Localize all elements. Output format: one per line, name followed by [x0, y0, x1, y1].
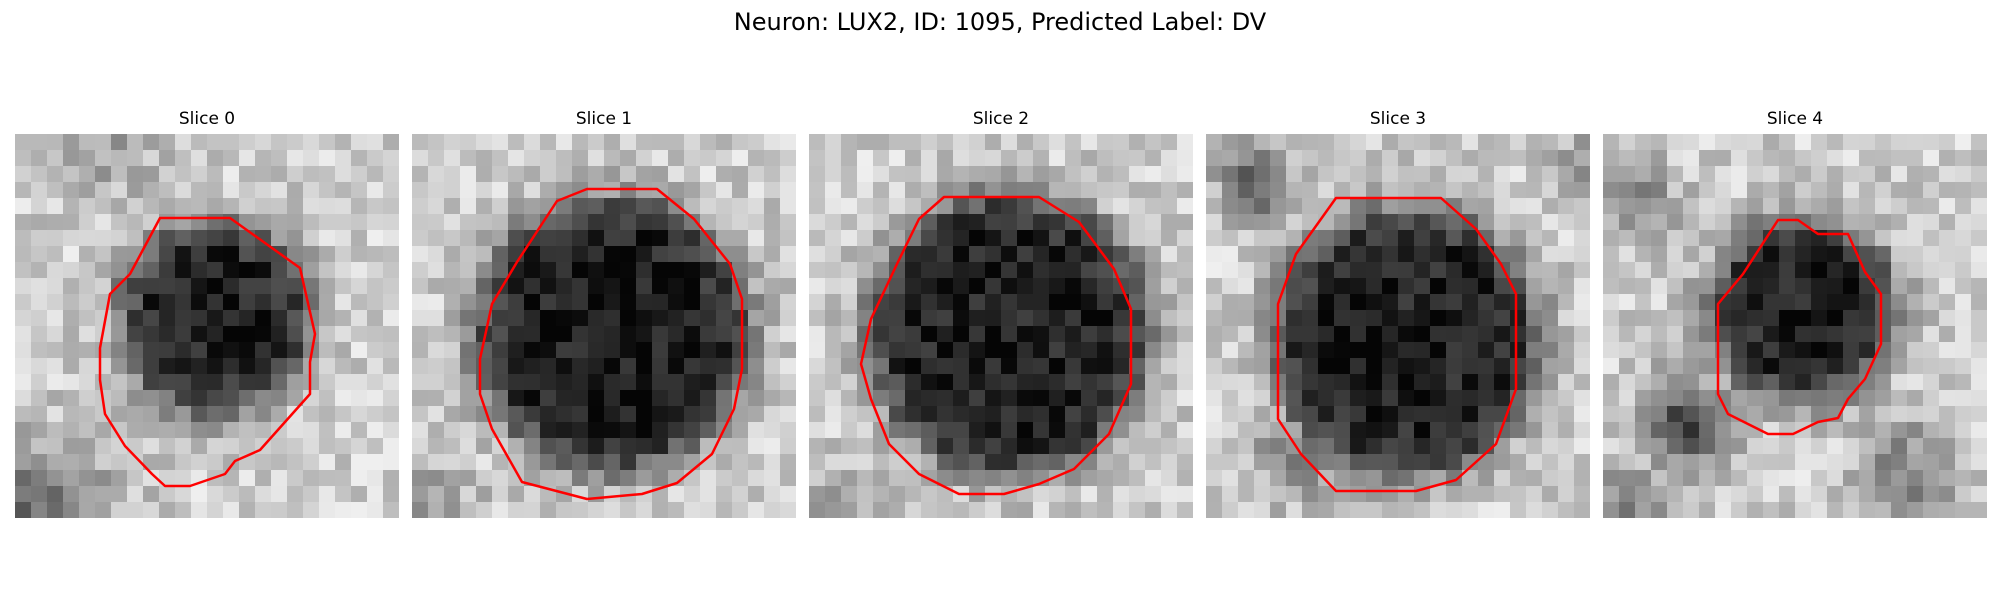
- slice-title-4: Slice 4: [1766, 109, 1824, 129]
- figure-title: Neuron: LUX2, ID: 1095, Predicted Label:…: [733, 8, 1267, 36]
- slice-panel-3: Slice 3: [1206, 108, 1590, 520]
- slice-pixels-2: [809, 134, 1193, 518]
- slice-image-4: [1603, 134, 1987, 518]
- slice-title-2: Slice 2: [972, 109, 1030, 129]
- slice-image-2: [809, 134, 1193, 518]
- slice-pixels-0: [15, 134, 399, 518]
- slice-pixels-3: [1206, 134, 1590, 518]
- contour-outline-0: [98, 216, 317, 488]
- contour-outline-3: [1276, 196, 1518, 493]
- slice-panel-1: Slice 1: [412, 108, 796, 520]
- contour-outline-4: [1716, 218, 1883, 436]
- slice-title-0: Slice 0: [178, 109, 236, 129]
- slice-title-1: Slice 1: [575, 109, 633, 129]
- contour-outline-1: [478, 187, 744, 501]
- slice-image-1: [412, 134, 796, 518]
- slice-title-3: Slice 3: [1369, 109, 1427, 129]
- slice-pixels-1: [412, 134, 796, 518]
- slice-image-0: [15, 134, 399, 518]
- slice-pixels-4: [1603, 134, 1987, 518]
- slice-image-3: [1206, 134, 1590, 518]
- slice-panel-4: Slice 4: [1603, 108, 1987, 520]
- contour-outline-2: [859, 195, 1133, 496]
- slice-panel-0: Slice 0: [15, 108, 399, 520]
- slice-panel-2: Slice 2: [809, 108, 1193, 520]
